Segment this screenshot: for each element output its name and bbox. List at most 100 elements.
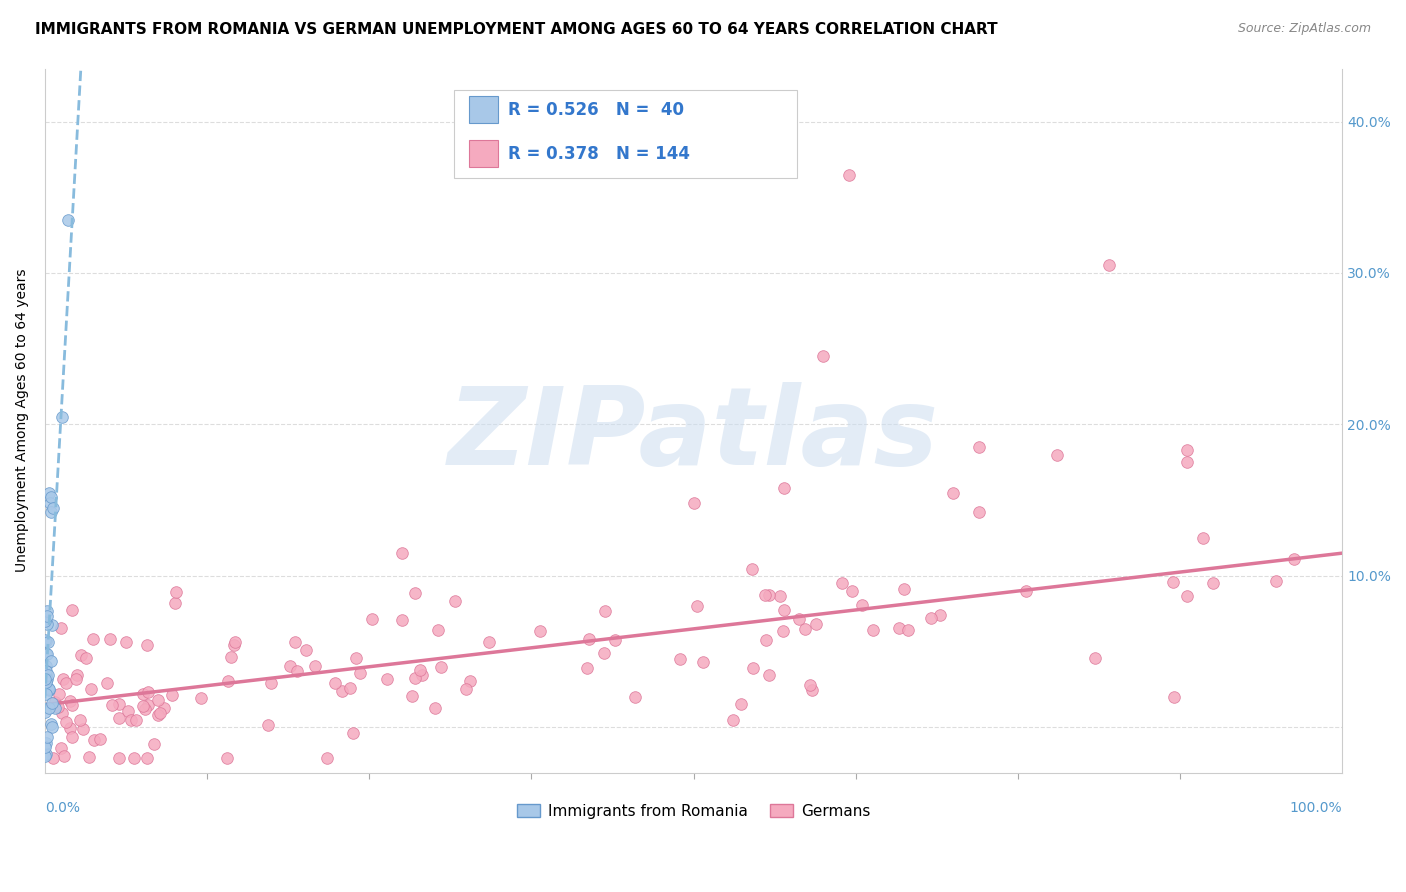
Point bbox=[758, 588, 780, 602]
Point bbox=[132, 687, 155, 701]
Point bbox=[35, 675, 58, 690]
Point bbox=[152, 700, 174, 714]
Point bbox=[37, 673, 59, 687]
Text: R = 0.526   N =  40: R = 0.526 N = 40 bbox=[508, 101, 685, 119]
Point bbox=[148, 707, 170, 722]
Point bbox=[773, 603, 796, 617]
Point bbox=[42, 500, 65, 515]
Point bbox=[38, 683, 60, 698]
Point bbox=[730, 697, 752, 711]
Point bbox=[444, 594, 467, 608]
Point bbox=[34, 748, 56, 763]
Point bbox=[41, 696, 63, 710]
Point bbox=[375, 672, 398, 686]
Point bbox=[804, 616, 827, 631]
Point bbox=[920, 611, 942, 625]
Point bbox=[60, 603, 83, 617]
Point bbox=[755, 632, 778, 647]
Point bbox=[831, 575, 853, 590]
Point bbox=[692, 655, 714, 669]
Point bbox=[323, 675, 346, 690]
Point bbox=[401, 689, 423, 703]
Point bbox=[1282, 552, 1305, 566]
Point bbox=[120, 713, 142, 727]
Point bbox=[316, 750, 339, 764]
Point bbox=[404, 585, 426, 599]
Point bbox=[160, 688, 183, 702]
Point bbox=[772, 624, 794, 639]
Point bbox=[117, 704, 139, 718]
Point bbox=[794, 622, 817, 636]
Point bbox=[224, 635, 246, 649]
Point bbox=[58, 213, 80, 227]
Point bbox=[742, 661, 765, 675]
Point bbox=[60, 698, 83, 712]
Point bbox=[35, 647, 58, 661]
Point bbox=[787, 611, 810, 625]
Point bbox=[773, 481, 796, 495]
Point bbox=[478, 635, 501, 649]
Text: 100.0%: 100.0% bbox=[1289, 801, 1343, 815]
Point bbox=[1175, 589, 1198, 603]
Point bbox=[60, 730, 83, 744]
Point bbox=[929, 607, 952, 622]
Point bbox=[52, 749, 75, 764]
Point bbox=[37, 681, 59, 695]
Point bbox=[135, 638, 157, 652]
Point bbox=[59, 721, 82, 735]
Point bbox=[893, 582, 915, 597]
Point bbox=[37, 603, 59, 617]
Point bbox=[55, 714, 77, 729]
Point bbox=[799, 677, 821, 691]
Point bbox=[35, 659, 58, 673]
Point bbox=[1084, 650, 1107, 665]
Point bbox=[349, 666, 371, 681]
Point bbox=[37, 668, 59, 682]
Point bbox=[35, 736, 58, 750]
FancyBboxPatch shape bbox=[470, 96, 498, 123]
Point bbox=[841, 584, 863, 599]
Point bbox=[360, 612, 382, 626]
Point bbox=[41, 654, 63, 668]
Point bbox=[41, 505, 63, 519]
Point bbox=[404, 671, 426, 685]
FancyBboxPatch shape bbox=[454, 90, 797, 178]
Point bbox=[391, 546, 413, 560]
Point bbox=[758, 668, 780, 682]
Point bbox=[38, 485, 60, 500]
Point bbox=[37, 635, 59, 649]
Point bbox=[34, 739, 56, 754]
Point bbox=[897, 623, 920, 637]
Point bbox=[813, 349, 835, 363]
Point bbox=[34, 615, 56, 629]
Point bbox=[122, 750, 145, 764]
Point bbox=[686, 599, 709, 614]
FancyBboxPatch shape bbox=[470, 140, 498, 167]
Point bbox=[219, 650, 242, 665]
Text: R = 0.378   N = 144: R = 0.378 N = 144 bbox=[508, 145, 690, 162]
Point bbox=[34, 647, 56, 661]
Point bbox=[134, 702, 156, 716]
Point bbox=[46, 699, 69, 714]
Point bbox=[284, 635, 307, 649]
Point bbox=[1163, 690, 1185, 704]
Point bbox=[125, 713, 148, 727]
Point bbox=[430, 660, 453, 674]
Point bbox=[107, 750, 129, 764]
Point bbox=[51, 621, 73, 635]
Point bbox=[69, 713, 91, 727]
Point bbox=[37, 617, 59, 632]
Point bbox=[166, 585, 188, 599]
Point bbox=[1192, 531, 1215, 545]
Point bbox=[862, 624, 884, 638]
Point bbox=[1264, 574, 1286, 588]
Point bbox=[98, 632, 121, 646]
Point bbox=[967, 440, 990, 454]
Point bbox=[38, 682, 60, 697]
Point bbox=[294, 643, 316, 657]
Point bbox=[65, 673, 87, 687]
Point bbox=[529, 624, 551, 638]
Point bbox=[83, 732, 105, 747]
Point bbox=[149, 706, 172, 721]
Point bbox=[222, 638, 245, 652]
